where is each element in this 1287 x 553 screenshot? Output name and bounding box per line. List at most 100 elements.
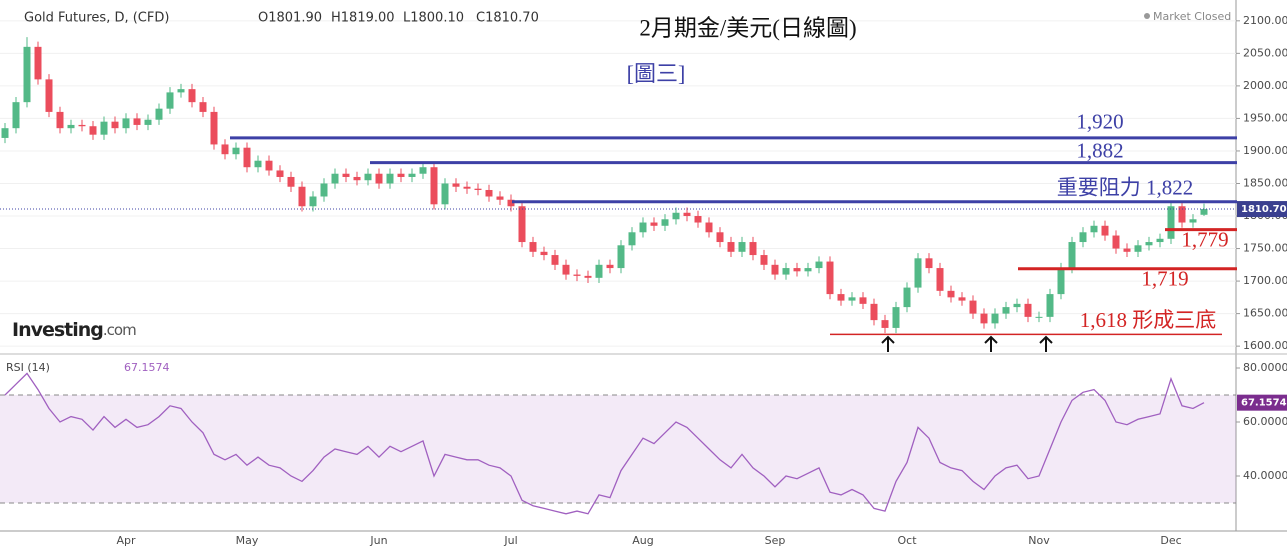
level-label: 1,779 — [1181, 227, 1228, 251]
candle-body — [672, 212, 680, 220]
candle-body — [496, 196, 504, 200]
rsi-tag-label: 67.1574 — [1241, 398, 1287, 409]
candle-body — [617, 245, 625, 269]
candle-body — [826, 261, 834, 295]
candle-body — [188, 89, 196, 103]
candle-body — [265, 160, 273, 171]
subtitle: [圖三] — [627, 61, 686, 86]
candle-body — [254, 160, 262, 168]
candle-body — [89, 126, 97, 135]
candle-body — [375, 173, 383, 184]
y-tick-label: 1900.00 — [1243, 144, 1287, 157]
candle-body — [760, 255, 768, 265]
rsi-name: RSI (14) — [6, 361, 50, 374]
candle-body — [903, 287, 911, 308]
candle-body — [430, 167, 438, 205]
candle-body — [133, 118, 141, 125]
candle-body — [1090, 225, 1098, 233]
candle-body — [1134, 245, 1142, 252]
candle-body — [749, 242, 757, 256]
candle-body — [1189, 219, 1197, 223]
ohlc: O1801.90 — [258, 11, 322, 26]
candle-body — [78, 124, 86, 127]
candle-body — [1145, 242, 1153, 246]
x-tick-label: May — [236, 534, 259, 547]
candle-body — [628, 232, 636, 246]
candle-body — [67, 124, 75, 129]
candle-body — [705, 222, 713, 233]
candle-body — [111, 121, 119, 129]
candle-body — [969, 300, 977, 314]
candle-body — [342, 173, 350, 177]
candle-body — [1046, 294, 1054, 317]
symbol: Gold Futures, D, (CFD) — [24, 11, 169, 26]
y-tick-label: 2100.00 — [1243, 14, 1287, 27]
candle-body — [1112, 235, 1120, 249]
x-tick-label: Jun — [369, 534, 387, 547]
x-tick-label: Nov — [1028, 534, 1050, 547]
candle-body — [1156, 238, 1164, 243]
status-dot — [1144, 13, 1150, 19]
candle-body — [815, 261, 823, 269]
level-label: 重要阻力 1,822 — [1057, 176, 1194, 200]
candle-body — [859, 297, 867, 304]
y2-tick-label: 40.0000 — [1243, 469, 1287, 482]
candle-body — [573, 274, 581, 276]
candle-body — [452, 183, 460, 187]
watermark-suffix: .com — [103, 321, 136, 339]
candle-body — [650, 222, 658, 226]
candle-body — [958, 297, 966, 301]
candle-body — [23, 46, 31, 103]
candle-body — [1035, 316, 1043, 318]
rsi-tag — [1237, 394, 1287, 411]
ohlc: C1810.70 — [476, 11, 539, 26]
x-tick-label: Dec — [1160, 534, 1181, 547]
candle-body — [551, 255, 559, 265]
candle-body — [1178, 206, 1186, 223]
candle-body — [716, 232, 724, 243]
candle-body — [661, 219, 669, 226]
candle-body — [837, 294, 845, 301]
candle-body — [12, 102, 20, 129]
x-tick-label: Sep — [765, 534, 786, 547]
y-tick-label: 1600.00 — [1243, 339, 1287, 352]
y-tick-label: 2000.00 — [1243, 79, 1287, 92]
candle-body — [1123, 248, 1131, 252]
arrow — [881, 335, 895, 352]
candle-body — [562, 264, 570, 275]
candle-body — [232, 147, 240, 155]
candle-body — [881, 320, 889, 328]
x-tick-label: Apr — [116, 534, 136, 547]
y-tick-label: 1650.00 — [1243, 307, 1287, 320]
candle-body — [980, 313, 988, 324]
candle-body — [309, 196, 317, 207]
level-label: 1,882 — [1076, 138, 1123, 162]
candle-body — [166, 92, 174, 109]
candle-body — [243, 147, 251, 168]
candle-body — [56, 111, 64, 129]
status: Market Closed — [1153, 10, 1231, 23]
candle-body — [419, 167, 427, 174]
price-tag-label: 1810.70 — [1241, 204, 1287, 215]
level-label: 1,719 — [1141, 267, 1188, 291]
candle-body — [298, 186, 306, 207]
candle-body — [738, 242, 746, 252]
candle-body — [100, 121, 108, 135]
x-tick-label: Oct — [897, 534, 917, 547]
candle-body — [639, 222, 647, 233]
candle-body — [199, 102, 207, 112]
candle-body — [540, 251, 548, 256]
arrow — [984, 335, 998, 352]
candle-body — [925, 258, 933, 269]
arrows — [881, 335, 1053, 352]
candle-body — [1024, 303, 1032, 317]
marks: 1600.001650.001700.001750.001800.001850.… — [0, 14, 1287, 547]
candle-body — [386, 173, 394, 184]
candle-body — [331, 173, 339, 184]
price-tag — [1237, 201, 1287, 218]
candle-body — [1002, 307, 1010, 314]
level-label: 1,920 — [1076, 110, 1123, 134]
candle-body — [870, 303, 878, 321]
candle-body — [1068, 242, 1076, 269]
